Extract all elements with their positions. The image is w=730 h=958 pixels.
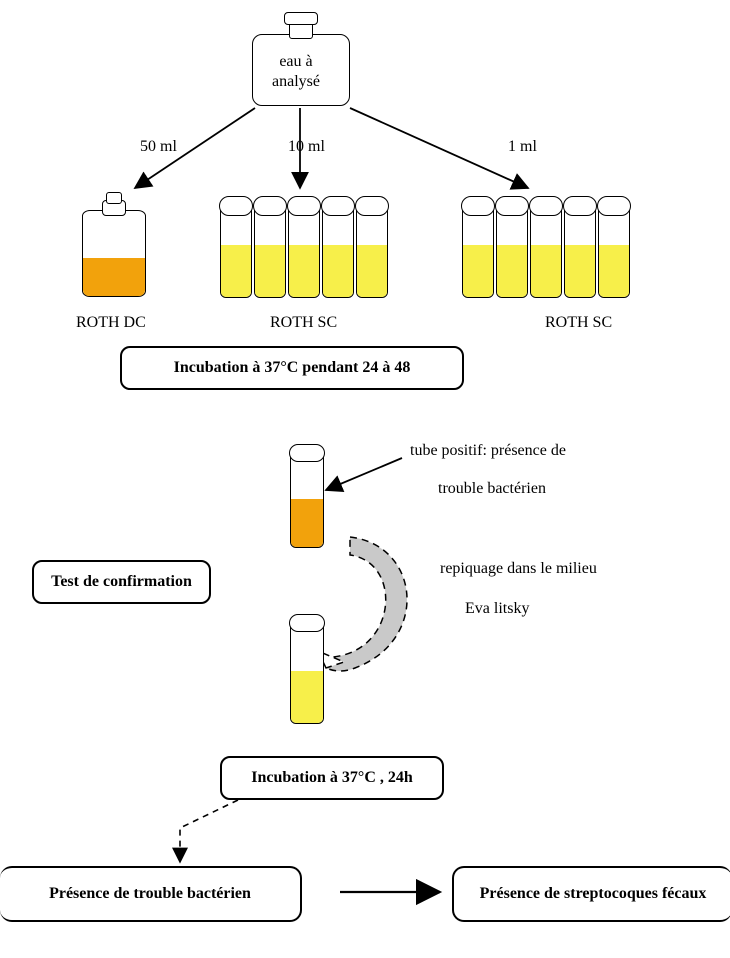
tube xyxy=(530,210,562,298)
roth-dc-label: ROTH DC xyxy=(76,314,146,332)
tube-cap xyxy=(563,196,597,216)
arrows-layer xyxy=(0,0,730,958)
tube-cap xyxy=(597,196,631,216)
eva-text: Eva litsky xyxy=(465,600,529,618)
repiquage-text: repiquage dans le milieu xyxy=(440,560,597,578)
incubation-1-box: Incubation à 37°C pendant 24 à 48 xyxy=(120,346,464,390)
tube-cap xyxy=(321,196,355,216)
presence-strepto-text: Présence de streptocoques fécaux xyxy=(480,885,707,903)
tube xyxy=(462,210,494,298)
tube xyxy=(496,210,528,298)
tube xyxy=(564,210,596,298)
tube xyxy=(598,210,630,298)
tube xyxy=(322,210,354,298)
incubation-1-text: Incubation à 37°C pendant 24 à 48 xyxy=(174,359,411,377)
tube-cap xyxy=(529,196,563,216)
presence-strepto-box: Présence de streptocoques fécaux xyxy=(452,866,730,922)
presence-trouble-text: Présence de trouble bactérien xyxy=(49,885,251,903)
confirmation-text: Test de confirmation xyxy=(51,573,192,591)
incubation-2-box: Incubation à 37°C , 24h xyxy=(220,756,444,800)
tube-cap xyxy=(287,196,321,216)
roth-sc1-label: ROTH SC xyxy=(270,314,337,332)
tube-cap xyxy=(355,196,389,216)
incubation-2-text: Incubation à 37°C , 24h xyxy=(251,769,413,787)
bottle-dc xyxy=(82,210,146,297)
tube xyxy=(254,210,286,298)
tube xyxy=(356,210,388,298)
tube-cap xyxy=(253,196,287,216)
tube-cap xyxy=(461,196,495,216)
tube xyxy=(288,210,320,298)
eva-tube xyxy=(290,626,324,724)
tube xyxy=(220,210,252,298)
tube-cap xyxy=(219,196,253,216)
presence-trouble-box: Présence de trouble bactérien xyxy=(0,866,302,922)
tube-positif-text: tube positif: présence de xyxy=(410,442,566,460)
trouble-text: trouble bactérien xyxy=(438,480,546,498)
positive-tube-cap xyxy=(289,444,325,462)
tube-cap xyxy=(495,196,529,216)
roth-sc2-label: ROTH SC xyxy=(545,314,612,332)
confirmation-box: Test de confirmation xyxy=(32,560,211,604)
bottle-dc-cap2 xyxy=(106,192,122,204)
positive-tube xyxy=(290,456,324,548)
eva-tube-cap xyxy=(289,614,325,632)
